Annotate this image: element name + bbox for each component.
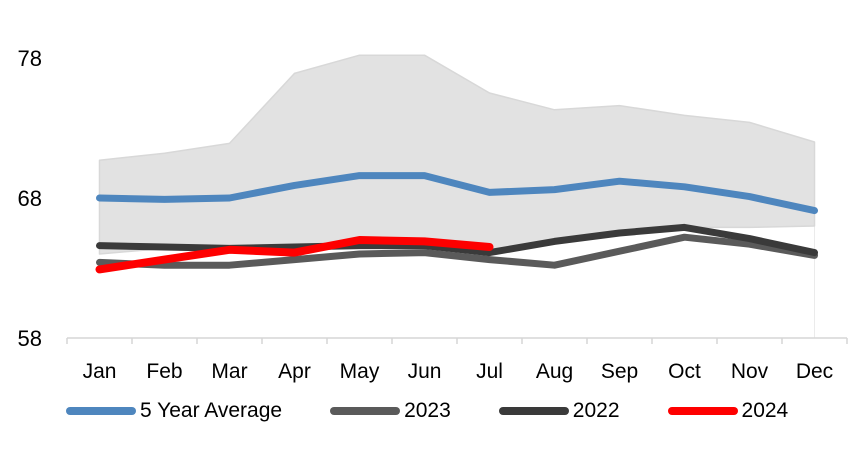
legend-label: 5 Year Average xyxy=(140,399,283,422)
legend-item-5-year-average: 5 Year Average xyxy=(66,398,282,424)
y-axis-tick-label: 58 xyxy=(18,326,42,351)
legend-swatch-icon xyxy=(498,407,569,415)
x-axis-month-label: Feb xyxy=(146,360,182,383)
series-line-2023 xyxy=(96,233,818,269)
x-axis-month-label: May xyxy=(340,360,380,383)
x-axis-month-label: Sep xyxy=(601,360,638,383)
line-chart-canvas: 58 68 78 Jan Feb Mar Apr May Jun Jul Aug Sep Oct Nov D… xyxy=(18,46,848,383)
legend-label: 2023 xyxy=(404,399,451,422)
x-axis-month-label: Jul xyxy=(476,360,503,383)
x-axis-month-label: Oct xyxy=(668,360,701,383)
legend-item-2024: 2024 xyxy=(667,398,789,424)
legend-label: 2024 xyxy=(741,399,789,422)
range-band xyxy=(98,54,816,255)
x-axis-month-label: Jun xyxy=(408,360,442,383)
chart-legend: 5 Year Average 2023 2022 2024 xyxy=(66,398,788,424)
x-axis-month-label: Aug xyxy=(536,360,573,383)
legend-item-2023: 2023 xyxy=(330,398,451,424)
series-line-2024 xyxy=(95,236,494,274)
legend-item-2022: 2022 xyxy=(498,398,620,424)
x-axis-month-label: Nov xyxy=(731,360,769,383)
x-axis-month-label: Dec xyxy=(796,360,833,383)
y-axis-tick-label: 78 xyxy=(18,46,42,71)
legend-swatch-icon xyxy=(330,407,401,415)
x-axis-month-label: Mar xyxy=(211,360,247,383)
legend-label: 2022 xyxy=(572,399,620,422)
series-line-5-year-average xyxy=(96,172,818,215)
x-axis-month-label: Apr xyxy=(278,360,311,383)
legend-swatch-icon xyxy=(667,407,738,415)
x-axis-month-label: Jan xyxy=(83,360,117,383)
legend-swatch-icon xyxy=(66,407,136,415)
y-axis-tick-label: 68 xyxy=(18,186,42,211)
